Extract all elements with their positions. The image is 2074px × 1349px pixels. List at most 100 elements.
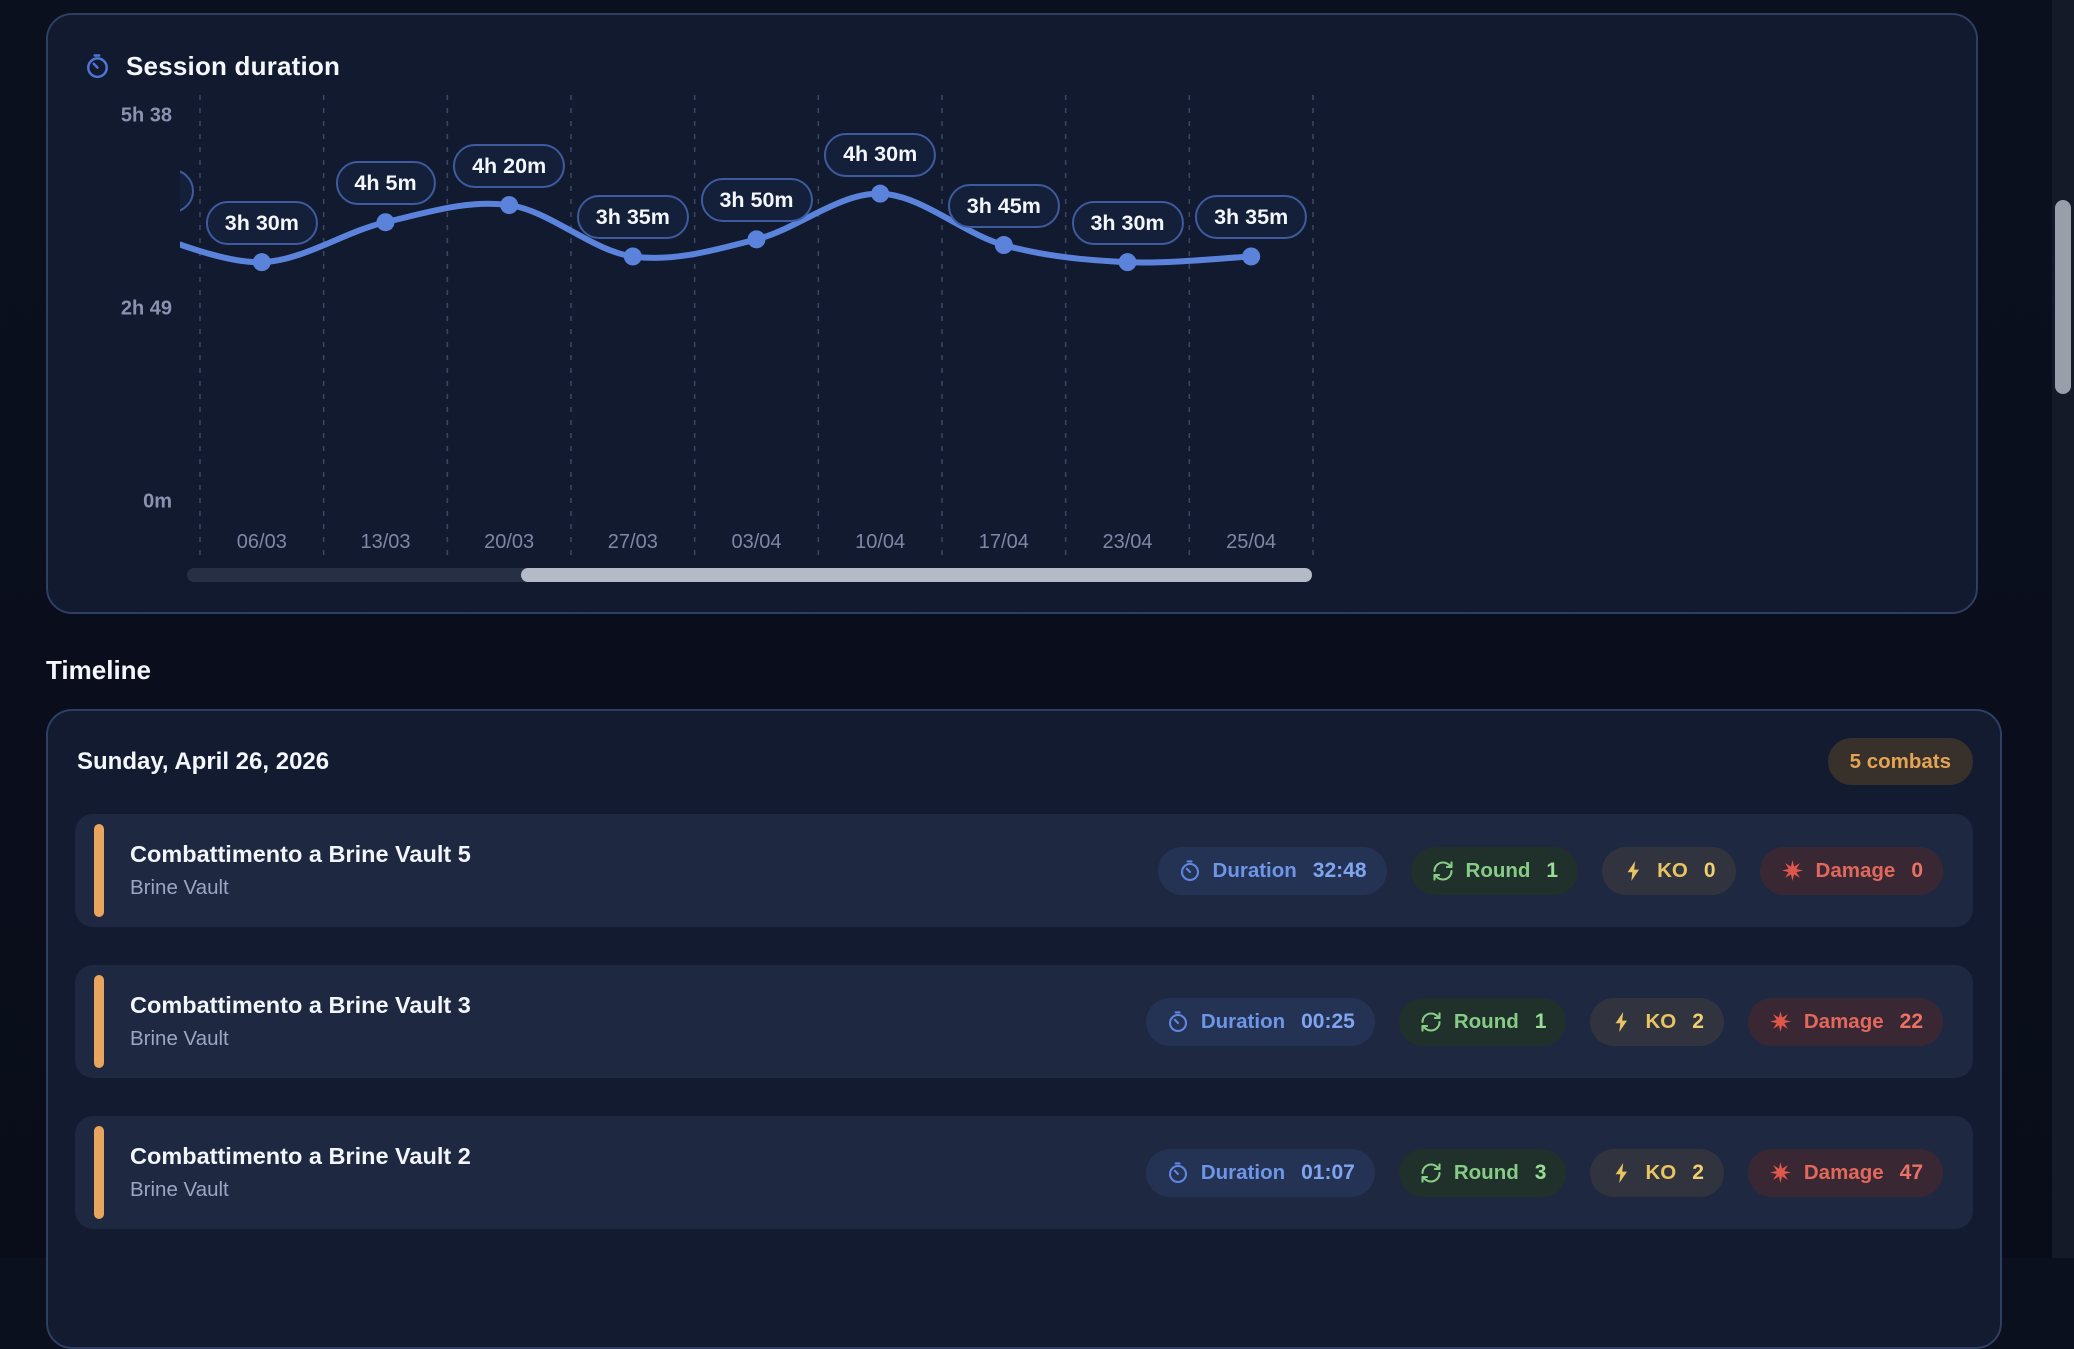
y-axis-labels: 5h 38 2h 49 0m [48,15,172,612]
damage-label: Damage [1803,1009,1884,1033]
combat-text: Combattimento a Brine Vault 3 Brine Vaul… [130,992,471,1051]
timer-icon [1168,1161,1187,1183]
round-value: 1 [1534,1009,1547,1033]
combat-row[interactable]: Combattimento a Brine Vault 5 Brine Vaul… [75,814,1973,927]
round-label: Round [1465,858,1531,882]
damage-value: 47 [1899,1160,1923,1184]
rotate-icon [1432,860,1453,881]
ko-label: KO [1645,1009,1677,1033]
page-scrollbar-track[interactable] [2052,0,2074,1258]
session-duration-chart[interactable]: 3h 30m 4h 5m 4h 20m 3h 35m 3h 50m 4h 30m 3h 45… [180,90,1336,568]
ko-value: 2 [1692,1009,1704,1033]
duration-label: Duration [1200,1009,1286,1033]
data-point[interactable] [871,184,890,203]
damage-label: Damage [1803,1160,1884,1184]
ko-label: KO [1657,858,1688,882]
round-label: Round [1453,1160,1519,1184]
combat-row[interactable]: Combattimento a Brine Vault 3 Brine Vaul… [75,965,1973,1078]
combat-accent-bar [94,824,104,917]
ko-badge: KO 0 [1602,846,1736,895]
timer-icon [87,54,108,79]
bolt-icon [1616,1162,1628,1183]
round-badge: Round 1 [1410,846,1579,895]
x-axis-label: 20/03 [484,531,535,553]
combat-text: Combattimento a Brine Vault 2 Brine Vaul… [130,1143,471,1202]
burst-icon [1769,1011,1791,1032]
round-badge: Round 3 [1398,1148,1567,1197]
combat-text: Combattimento a Brine Vault 5 Brine Vaul… [130,841,471,900]
combat-title: Combattimento a Brine Vault 2 [130,1143,471,1169]
chart-horizontal-scrollbar-thumb[interactable] [521,568,1312,582]
y-axis-label: 2h 49 [120,297,172,320]
x-axis-label: 27/03 [607,531,658,553]
combat-location: Brine Vault [130,876,229,899]
ko-value: 0 [1703,858,1716,882]
damage-value: 0 [1911,858,1923,882]
data-point[interactable] [747,230,766,249]
rotate-icon [1421,1162,1441,1183]
data-point[interactable] [1118,253,1137,272]
data-point[interactable] [252,253,271,272]
x-axis-label: 25/04 [1226,531,1277,553]
round-label: Round [1453,1009,1519,1033]
round-badge: Round 1 [1398,997,1567,1046]
point-label-pill: 4h 20m [453,144,566,189]
duration-badge: Duration 01:07 [1145,1148,1375,1197]
round-value: 3 [1534,1160,1547,1184]
timer-icon [1180,859,1199,881]
point-label-pill: 3h 45m [947,184,1060,229]
ko-label: KO [1645,1160,1677,1184]
page-scrollbar-thumb[interactable] [2055,200,2071,394]
damage-badge: Damage 22 [1747,997,1943,1046]
x-axis-label: 17/04 [978,531,1029,553]
burst-icon [1769,1162,1791,1183]
data-point[interactable] [500,196,519,215]
ko-badge: KO 2 [1590,1148,1724,1197]
damage-badge: Damage 47 [1747,1148,1943,1197]
combat-stats: Duration 01:07 Round 3 KO 2 [1145,1148,1943,1197]
combat-accent-bar [94,1126,104,1219]
session-line [180,190,1255,266]
x-axis-label: 03/04 [731,531,782,553]
timer-icon [1168,1010,1187,1032]
duration-value: 00:25 [1301,1009,1355,1033]
ko-value: 2 [1692,1160,1704,1184]
damage-badge: Damage 0 [1759,846,1943,895]
point-label-pill: 3h 35m [1195,195,1308,240]
point-label-pill: 3h 30m [205,201,318,246]
y-axis-label: 0m [143,490,172,513]
y-axis-label: 5h 38 [120,104,172,127]
data-point[interactable] [623,247,642,266]
combat-title: Combattimento a Brine Vault 5 [130,841,471,867]
bolt-icon [1616,1011,1628,1032]
data-point[interactable] [994,236,1013,255]
session-line-svg [180,95,1314,558]
timeline-day-card: Sunday, April 26, 2026 5 combats Combatt… [46,709,2002,1349]
damage-label: Damage [1815,858,1896,882]
duration-badge: Duration 00:25 [1145,997,1375,1046]
duration-badge: Duration 32:48 [1157,846,1387,895]
combat-row[interactable]: Combattimento a Brine Vault 2 Brine Vaul… [75,1116,1973,1229]
combat-stats: Duration 00:25 Round 1 KO 2 [1145,997,1943,1046]
chart-header: Session duration [84,51,340,82]
combats-count-badge: 5 combats [1827,738,1973,785]
ko-badge: KO 2 [1590,997,1724,1046]
point-label-pill: 3h 35m [576,195,689,240]
chart-horizontal-scrollbar-track[interactable] [187,568,1312,582]
combat-accent-bar [94,975,104,1068]
x-axis-label: 06/03 [236,531,287,553]
combat-list: Combattimento a Brine Vault 5 Brine Vaul… [75,814,1973,1229]
timeline-day-header: Sunday, April 26, 2026 5 combats [77,738,1973,785]
point-label-pill: 3h 50m [700,178,813,223]
combat-location: Brine Vault [130,1178,229,1201]
point-label-pill: 4h 5m [335,161,436,206]
combat-title: Combattimento a Brine Vault 3 [130,992,471,1018]
burst-icon [1781,860,1803,881]
bolt-icon [1627,860,1640,881]
duration-label: Duration [1212,858,1297,882]
point-label-pill: 3h 30m [1071,201,1184,246]
data-point[interactable] [376,213,395,232]
duration-value: 01:07 [1301,1160,1355,1184]
round-value: 1 [1546,858,1559,882]
data-point[interactable] [1242,247,1261,266]
